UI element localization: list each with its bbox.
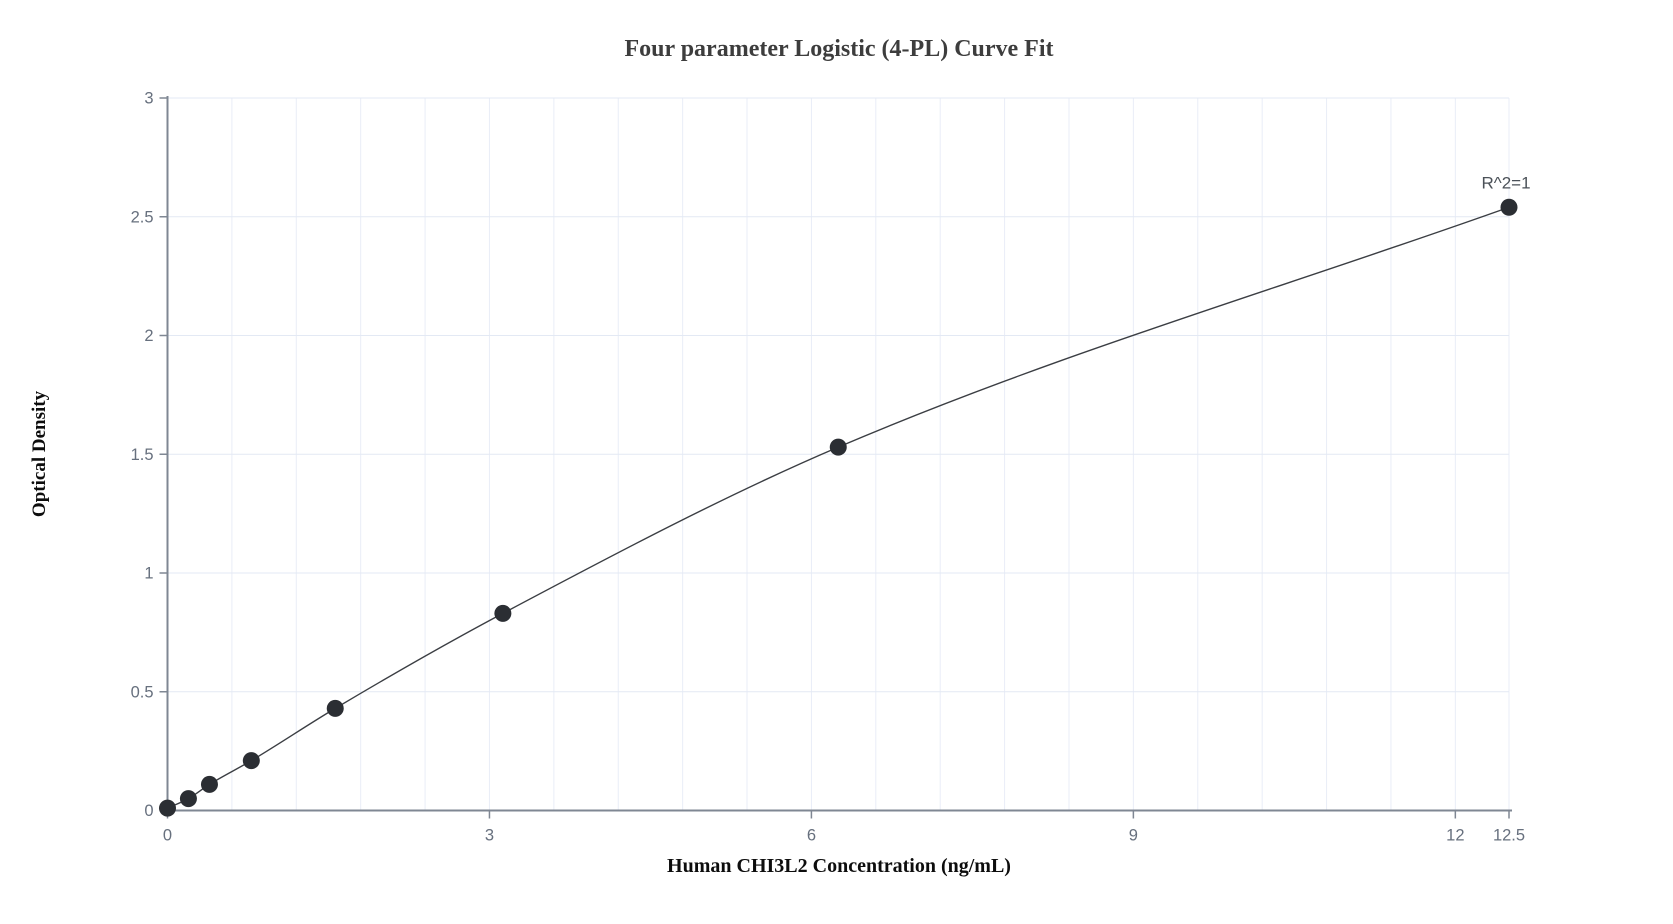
y-tick-label: 1 bbox=[144, 565, 153, 583]
x-tick-label: 12 bbox=[1446, 827, 1464, 845]
y-tick-label: 0 bbox=[144, 802, 153, 820]
data-point bbox=[1500, 198, 1518, 216]
y-tick-label: 2.5 bbox=[131, 208, 154, 226]
x-tick-label: 0 bbox=[163, 827, 172, 845]
data-point bbox=[829, 438, 847, 456]
y-tick-label: 2 bbox=[144, 327, 153, 345]
x-tick-label: 3 bbox=[485, 827, 494, 845]
y-tick-label: 1.5 bbox=[131, 446, 154, 464]
y-axis-title: Optical Density bbox=[29, 390, 50, 518]
r-squared-annotation: R^2=1 bbox=[1481, 173, 1530, 192]
chart-title: Four parameter Logistic (4-PL) Curve Fit bbox=[624, 36, 1054, 62]
data-point bbox=[200, 775, 218, 793]
x-axis-title: Human CHI3L2 Concentration (ng/mL) bbox=[667, 855, 1011, 877]
x-tick-label: 9 bbox=[1129, 827, 1138, 845]
y-tick-label: 3 bbox=[144, 90, 153, 108]
fit-curve bbox=[167, 206, 1510, 809]
y-tick-label: 0.5 bbox=[131, 683, 154, 701]
data-point bbox=[179, 790, 197, 808]
data-point bbox=[159, 799, 176, 817]
x-tick-label: 12.5 bbox=[1493, 827, 1525, 845]
data-point bbox=[242, 752, 260, 770]
data-point bbox=[326, 699, 344, 717]
x-tick-label: 6 bbox=[807, 827, 816, 845]
data-point bbox=[494, 604, 512, 622]
